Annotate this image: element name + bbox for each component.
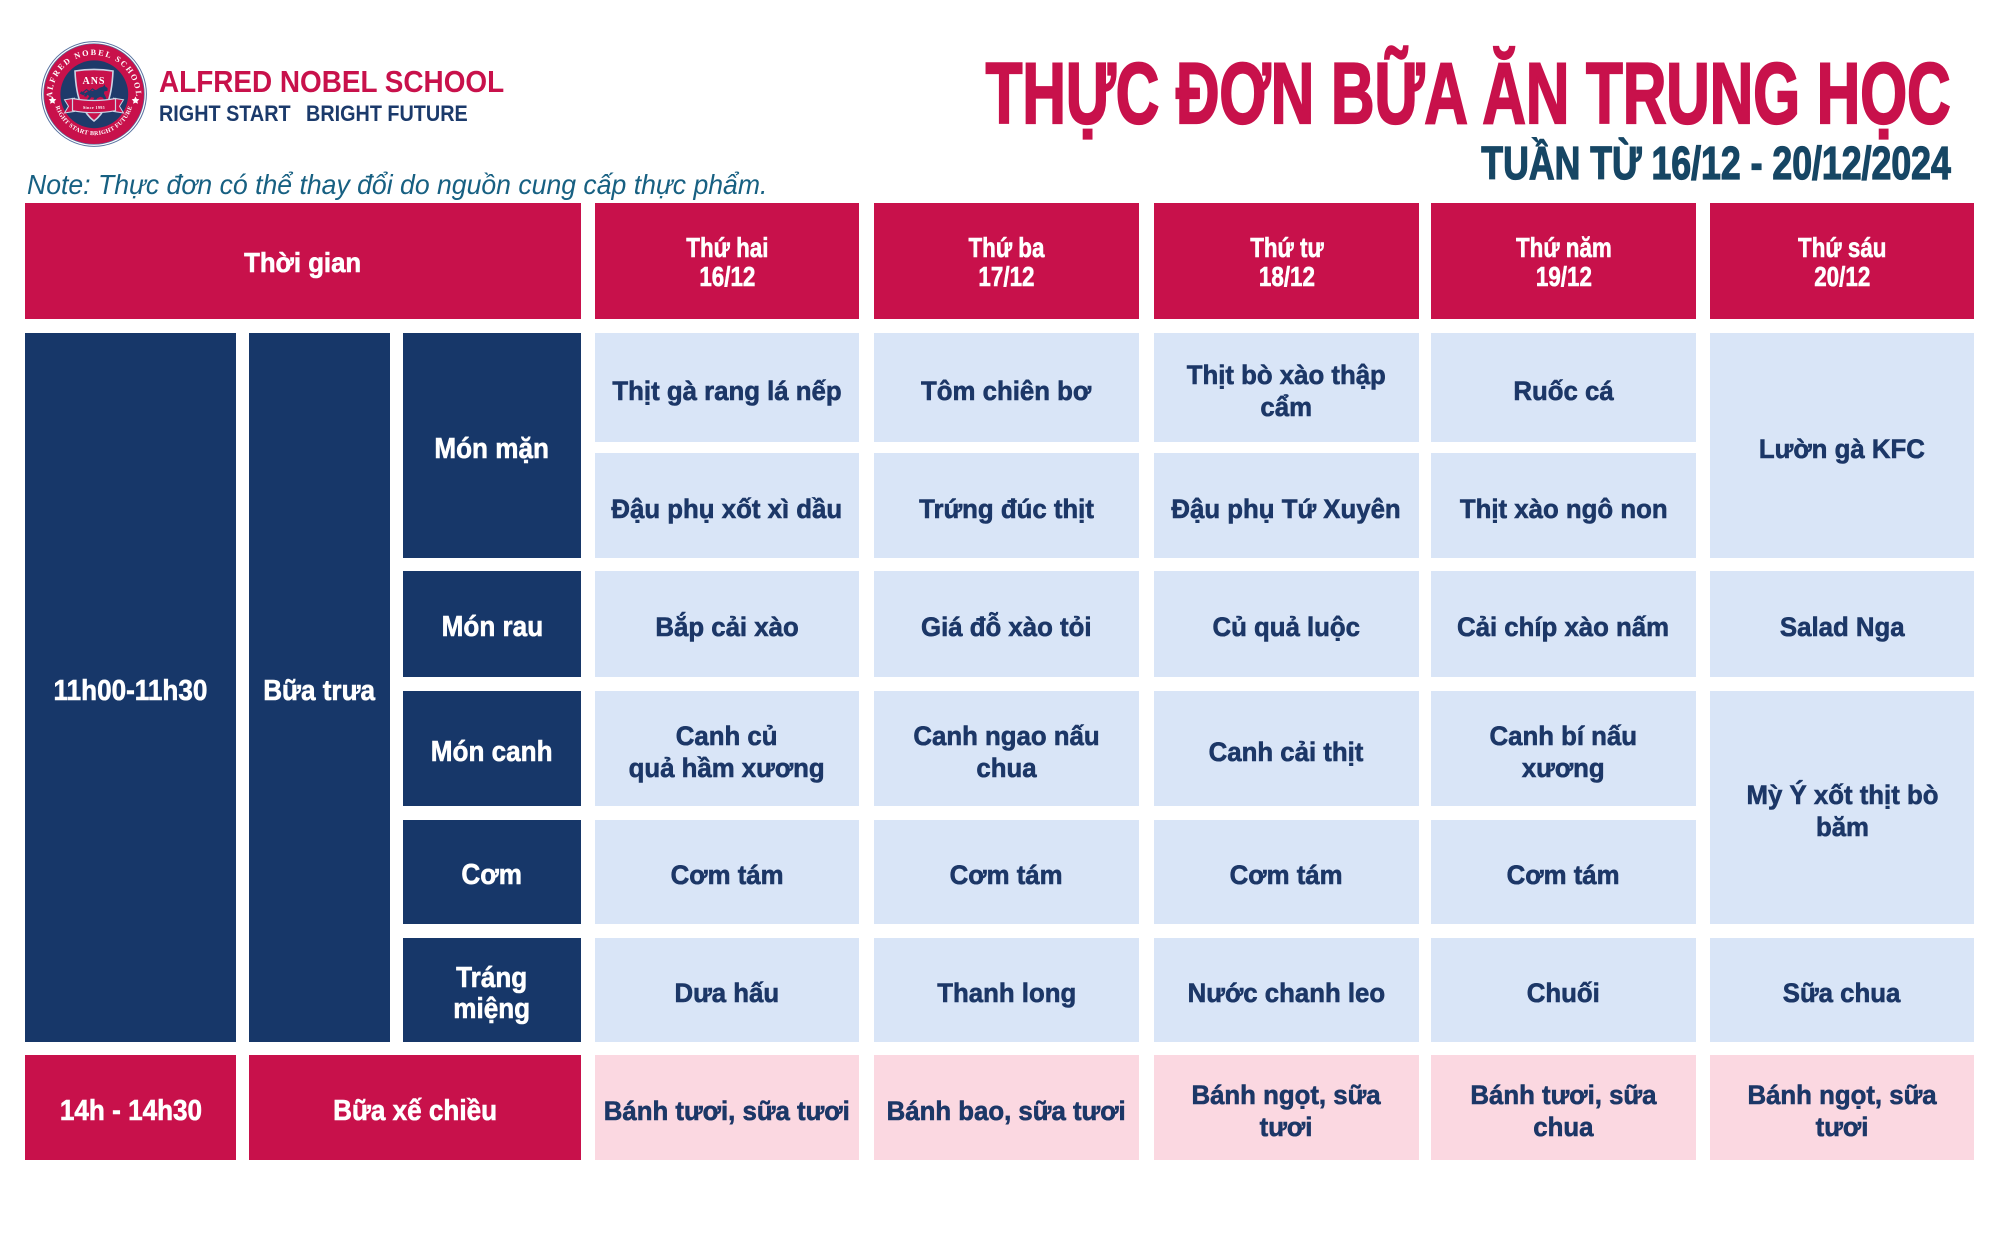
svg-text:Since 1995: Since 1995 xyxy=(83,105,105,110)
svg-text:ANS: ANS xyxy=(82,76,105,87)
